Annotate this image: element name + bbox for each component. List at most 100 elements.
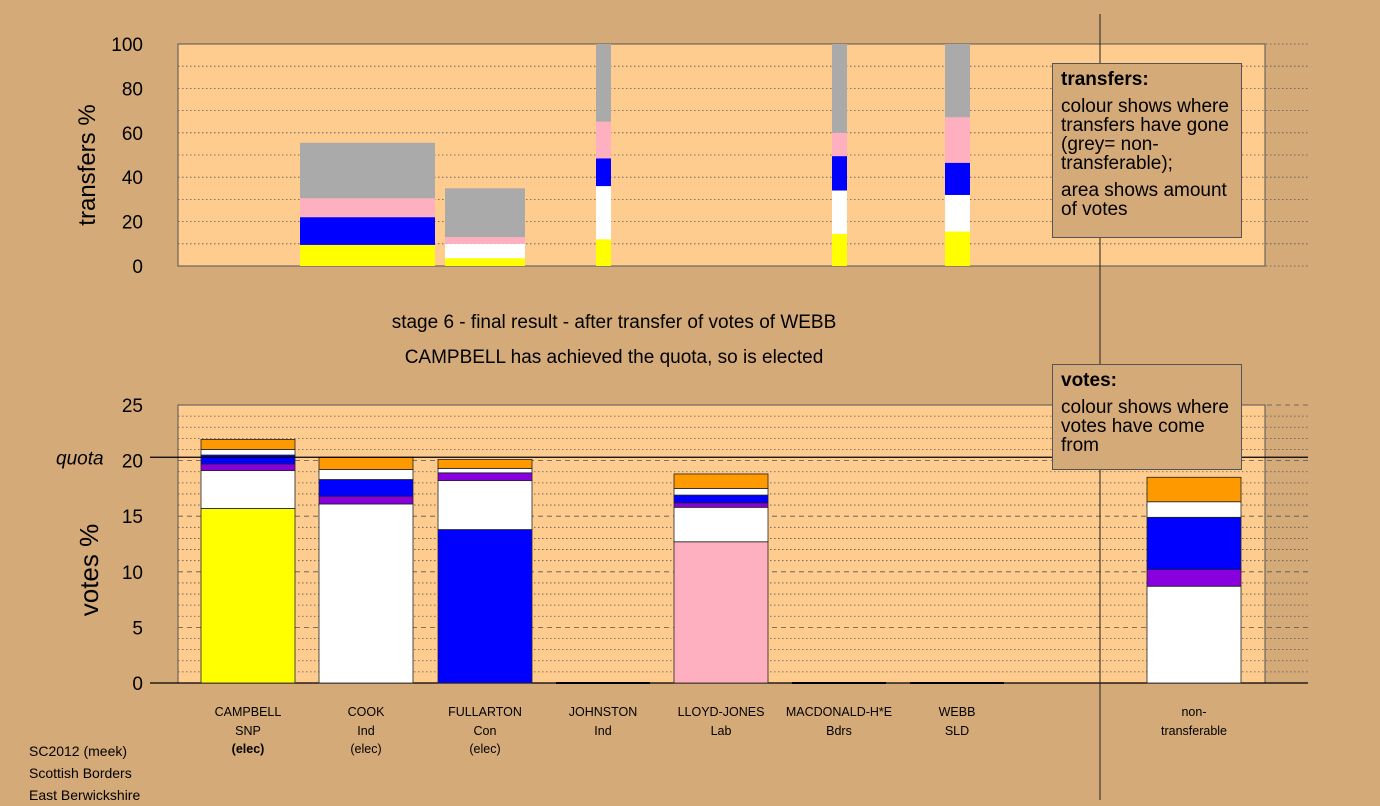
vote-bar-segment [318, 503, 414, 684]
votes-legend-line1: colour shows where votes have come from [1061, 397, 1229, 456]
candidate-name-label: MACDONALD-H*E [786, 705, 892, 719]
transfers-legend-title: transfers: [1061, 69, 1149, 90]
vote-bar-segment [1146, 569, 1242, 587]
vote-bar-segment [437, 529, 533, 684]
vote-bar-segment [200, 449, 296, 456]
vote-bar-segment [200, 463, 296, 472]
candidate-name-label: FULLARTON [448, 705, 522, 719]
vote-bar-segment [437, 467, 533, 474]
candidate-party-label: SLD [945, 724, 969, 738]
transfer-bar-segment [945, 231, 970, 266]
transfers-y-axis-label: transfers % [74, 104, 101, 225]
transfer-bar-segment [596, 239, 611, 266]
vote-bar-segment [200, 439, 296, 450]
candidate-status-label: (elec) [232, 742, 265, 756]
transfer-bar-segment [300, 142, 435, 199]
transfer-bar-segment [832, 44, 847, 133]
transfer-bar-segment [596, 121, 611, 159]
votes-y-tick-label: 20 [122, 452, 143, 473]
stage-subtitle: CAMPBELL has achieved the quota, so is e… [405, 347, 824, 368]
transfer-bar-segment [596, 158, 611, 187]
candidate-name-label: JOHNSTON [569, 705, 638, 719]
candidate-party-label: Ind [357, 724, 374, 738]
candidate-party-label: Bdrs [826, 724, 852, 738]
stage-title: stage 6 - final result - after transfer … [392, 312, 837, 333]
transfer-bar-segment [596, 186, 611, 240]
vote-bar-segment [1146, 516, 1242, 570]
votes-y-tick-label: 15 [122, 507, 143, 528]
candidate-party-label: Con [474, 724, 497, 738]
vote-bar-segment [673, 541, 769, 684]
vote-bar-segment [200, 470, 296, 509]
transfer-bar-segment [832, 132, 847, 157]
transfer-bar-segment [596, 44, 611, 122]
transfer-bar-segment [300, 217, 435, 245]
candidate-party-label: SNP [235, 724, 261, 738]
candidate-name-label: LLOYD-JONES [678, 705, 765, 719]
votes-y-tick-label: 0 [132, 674, 143, 695]
votes-y-tick-label: 10 [122, 563, 143, 584]
transfer-bar-segment [445, 243, 525, 259]
vote-bar-segment [1146, 501, 1242, 518]
vote-bar-segment [1146, 585, 1242, 684]
vote-bar-segment [200, 508, 296, 684]
votes-y-tick-label: 5 [132, 618, 143, 639]
footer: SC2012 (meek) Scottish Borders East Berw… [29, 740, 140, 806]
transfer-bar-segment [300, 198, 435, 218]
transfer-bar-segment [832, 233, 847, 266]
transfers-y-tick-label: 60 [122, 124, 143, 145]
transfer-bar-segment [945, 117, 970, 163]
transfer-bar-segment [832, 190, 847, 234]
footer-line-1: SC2012 (meek) [29, 743, 128, 759]
transfers-legend-line2: area shows amount of votes [1061, 180, 1227, 220]
transfer-bar-segment [445, 188, 525, 238]
transfers-y-tick-label: 100 [111, 35, 143, 56]
transfer-bar-segment [945, 44, 970, 118]
transfers-y-tick-label: 80 [122, 79, 143, 100]
vote-bar-segment [318, 479, 414, 497]
vote-bar-segment [673, 494, 769, 504]
vote-bar-segment [200, 454, 296, 465]
transfers-legend: transfers: colour shows where transfers … [1052, 63, 1242, 238]
candidate-name-label: COOK [348, 705, 385, 719]
vote-bar-segment [318, 469, 414, 480]
transfers-y-tick-label: 20 [122, 213, 143, 234]
votes-legend: votes: colour shows where votes have com… [1052, 364, 1242, 470]
vote-bar-segment [673, 506, 769, 543]
transfer-bar-segment [832, 156, 847, 191]
candidate-status-label: (elec) [350, 742, 381, 756]
transfers-y-tick-label: 40 [122, 168, 143, 189]
candidate-name-label: WEBB [939, 705, 976, 719]
vote-bar-segment [673, 502, 769, 508]
candidate-name-label: non- [1181, 705, 1206, 719]
transfer-bar-segment [945, 162, 970, 195]
candidate-party-label: transferable [1161, 724, 1227, 738]
transfer-bar-segment [945, 194, 970, 232]
vote-bar-segment [437, 472, 533, 482]
transfer-bar-segment [445, 237, 525, 244]
vote-bar-segment [437, 459, 533, 469]
votes-y-tick-label: 25 [122, 396, 143, 417]
footer-line-2: Scottish Borders [29, 765, 132, 781]
transfers-legend-line1: colour shows where transfers have gone (… [1061, 96, 1229, 174]
vote-bar-segment [318, 495, 414, 505]
quota-label: quota [56, 448, 104, 469]
candidate-name-label: CAMPBELL [215, 705, 282, 719]
vote-bar-segment [673, 487, 769, 496]
transfers-plot-frame [177, 43, 1266, 267]
vote-bar-segment [1146, 476, 1242, 503]
candidate-party-label: Lab [711, 724, 732, 738]
transfer-bar-segment [300, 244, 435, 266]
vote-bar-segment [318, 456, 414, 470]
candidate-party-label: Ind [594, 724, 611, 738]
footer-line-3: East Berwickshire [29, 787, 141, 803]
candidate-status-label: (elec) [469, 742, 500, 756]
transfers-y-tick-label: 0 [132, 257, 143, 278]
votes-chart: quota 0 5 10 15 20 25 votes % CAMPBELL SNP (elec) C… [56, 396, 1308, 756]
vote-bar-segment [673, 473, 769, 489]
votes-y-axis-label: votes % [74, 524, 104, 617]
vote-bar-segment [437, 480, 533, 530]
votes-legend-title: votes: [1061, 370, 1117, 391]
